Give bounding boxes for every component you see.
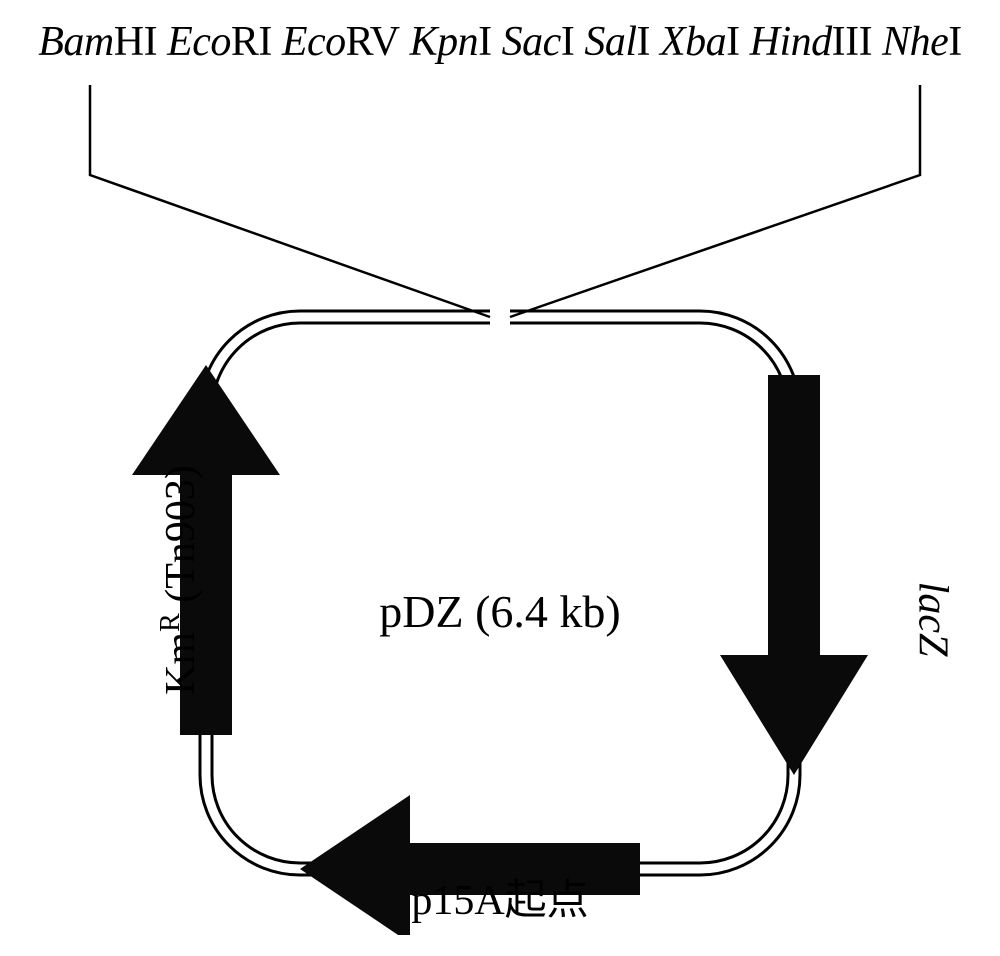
plasmid-diagram: pDZ (6.4 kb) KmR (Tn903) lacZ p15A起点 [0,75,1000,935]
enzyme-hindiii: HindIII [750,19,872,65]
enzyme-nhei: NheI [882,19,962,65]
plasmid-name-label: pDZ (6.4 kb) [350,585,650,638]
kmr-label: KmR (Tn903) [155,455,205,705]
enzyme-ecorv: EcoRV [282,19,400,65]
enzyme-kpni: KpnI [410,19,492,65]
enzyme-bamhi: BamHI [38,19,157,65]
plasmid-svg [0,75,1000,935]
enzyme-xbai: XbaI [660,19,740,65]
enzyme-ecori: EcoRI [167,19,272,65]
mcs-bracket [90,85,920,317]
enzyme-sali: SalI [584,19,650,65]
restriction-enzyme-sites: BamHI EcoRI EcoRV KpnI SacI SalI XbaI Hi… [0,18,1000,66]
enzyme-saci: SacI [502,19,575,65]
origin-label: p15A起点 [350,866,650,927]
lacz-gene-arrow [720,375,868,775]
lacz-label: lacZ [909,582,957,657]
